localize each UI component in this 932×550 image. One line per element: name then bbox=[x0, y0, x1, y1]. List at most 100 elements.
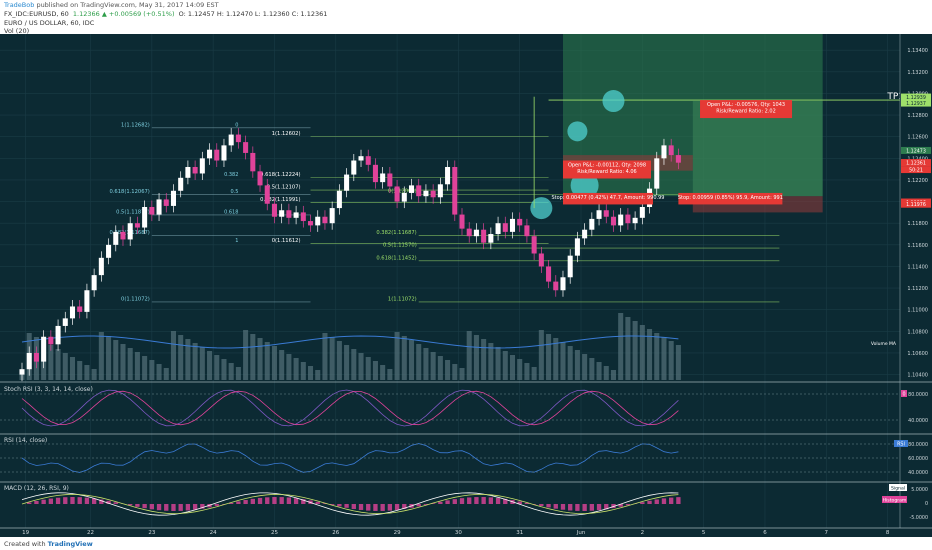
volume-bar bbox=[113, 340, 119, 380]
volume-bar bbox=[639, 325, 645, 380]
candle-body bbox=[574, 238, 580, 256]
macd-histogram-bar bbox=[55, 497, 61, 504]
price-axis[interactable]: 1.134001.132001.130001.128001.126001.124… bbox=[899, 34, 932, 528]
volume-bar bbox=[452, 364, 458, 380]
candle-body bbox=[358, 156, 364, 161]
volume-bar bbox=[149, 360, 155, 380]
candle-body bbox=[134, 223, 140, 228]
info-box bbox=[562, 192, 653, 205]
volume-bar bbox=[286, 354, 292, 380]
title-line: EURO / US DOLLAR, 60, IDC bbox=[4, 19, 94, 27]
candle-body bbox=[48, 336, 54, 345]
volume-bar bbox=[264, 342, 270, 380]
volume-bar bbox=[531, 367, 537, 380]
macd-histogram-bar bbox=[63, 497, 68, 504]
macd-histogram-bar bbox=[358, 504, 364, 510]
candle-body bbox=[423, 190, 429, 197]
symbol: FX_IDC:EURUSD, 60 bbox=[4, 10, 69, 18]
candle-body bbox=[509, 218, 516, 232]
macd-histogram-bar bbox=[200, 504, 205, 509]
annotations: Open P&L: -0.00576, Qty: 1043Risk/Reward… bbox=[530, 90, 904, 220]
macd-histogram-bar bbox=[517, 501, 522, 504]
volume-bar bbox=[567, 346, 573, 380]
macd-histogram-bar bbox=[625, 504, 631, 506]
fib-label: 0.5(1.11570) bbox=[383, 243, 417, 249]
stoch-d-line bbox=[21, 390, 679, 426]
volume-bar bbox=[553, 338, 559, 380]
volume-bar bbox=[84, 365, 90, 380]
time-tick-label: 5 bbox=[702, 530, 706, 536]
info-text: Open P&L: -0.00112, Qty: 2098 bbox=[568, 163, 646, 169]
candle-body bbox=[308, 221, 314, 226]
candle-body bbox=[199, 158, 205, 174]
volume-ma-line bbox=[21, 335, 679, 349]
candle-body bbox=[625, 214, 631, 224]
time-tick-label: 7 bbox=[825, 530, 829, 536]
info-text: Risk/Reward Ratio: 4.06 bbox=[577, 169, 637, 175]
candle-body bbox=[120, 231, 126, 240]
candle-body bbox=[235, 134, 241, 143]
macd-histogram-bar bbox=[286, 497, 292, 504]
tp-price-tag: 1.12939 bbox=[906, 95, 926, 101]
candle-body bbox=[250, 152, 256, 172]
candle-body bbox=[156, 199, 162, 215]
macd-histogram-bar bbox=[91, 498, 97, 504]
volume-bar bbox=[344, 345, 350, 380]
volume-bar bbox=[163, 368, 169, 380]
volume-bar bbox=[178, 335, 184, 380]
macd-histogram-bar bbox=[524, 502, 530, 504]
macd-histogram-bar bbox=[423, 504, 429, 505]
candle-body bbox=[466, 228, 472, 237]
candle-body bbox=[264, 185, 270, 204]
stoch-axis-label: 40.0000 bbox=[908, 418, 928, 424]
volume-bar bbox=[618, 313, 624, 380]
volume-bar bbox=[589, 358, 595, 380]
candle-body bbox=[221, 145, 227, 161]
candle-body bbox=[293, 212, 299, 218]
candle-body bbox=[344, 174, 350, 191]
macd-histogram-bar bbox=[676, 497, 681, 504]
volume-bar bbox=[647, 329, 653, 380]
macd-histogram-bar bbox=[315, 501, 320, 504]
price-tag: 1.12473 bbox=[906, 148, 926, 154]
stoch-tag: 0 bbox=[902, 392, 905, 398]
time-tick-label: 29 bbox=[394, 530, 401, 536]
fib-label: 1(1.12682) bbox=[121, 122, 150, 128]
price-tick-label: 1.10800 bbox=[907, 329, 928, 335]
tradingview-logo[interactable]: TradingView bbox=[47, 540, 93, 548]
macd-histogram-bar bbox=[481, 497, 486, 504]
candle-body bbox=[300, 212, 306, 222]
macd-histogram-bar bbox=[330, 504, 335, 505]
time-axis[interactable]: 19 22 23 24 25 26 29 30 31 Jun 2 5 6 7 8 bbox=[0, 527, 932, 536]
tp1-label: TP1 bbox=[886, 92, 904, 102]
macd-histogram-bar bbox=[589, 504, 594, 511]
volume-bar bbox=[430, 352, 436, 380]
volume-bar bbox=[445, 360, 451, 380]
macd-histogram-bar bbox=[380, 504, 385, 511]
macd-histogram-bar bbox=[654, 499, 659, 504]
publisher-link[interactable]: TradeBob bbox=[4, 1, 35, 9]
stoch-axis-label: 80.0000 bbox=[908, 392, 928, 398]
fib-label: 0.5(1.11877) bbox=[116, 209, 150, 215]
price-tick-label: 1.11200 bbox=[907, 286, 928, 292]
volume-bar bbox=[315, 370, 321, 380]
candle-body bbox=[41, 336, 47, 362]
volume-bar bbox=[546, 334, 552, 380]
price-tag: 1.11976 bbox=[906, 202, 926, 208]
candle-body bbox=[98, 257, 104, 276]
fib-extra-label: 0.618 bbox=[224, 209, 238, 215]
volume-bar bbox=[495, 347, 501, 380]
time-tick-label: 25 bbox=[271, 530, 278, 536]
fib-extra-label: 0.5 bbox=[230, 189, 238, 195]
candle-body bbox=[170, 190, 176, 206]
macd-histogram-bar bbox=[647, 500, 652, 504]
candle-body bbox=[517, 218, 523, 226]
candle-body bbox=[62, 318, 68, 326]
time-tick-label: 6 bbox=[763, 530, 767, 536]
price-tag: 1.12361 bbox=[906, 161, 926, 167]
volume-bar bbox=[62, 353, 68, 380]
volume-bar bbox=[134, 352, 140, 380]
macd-histogram-bar bbox=[611, 504, 616, 509]
volume-bar bbox=[574, 350, 580, 380]
